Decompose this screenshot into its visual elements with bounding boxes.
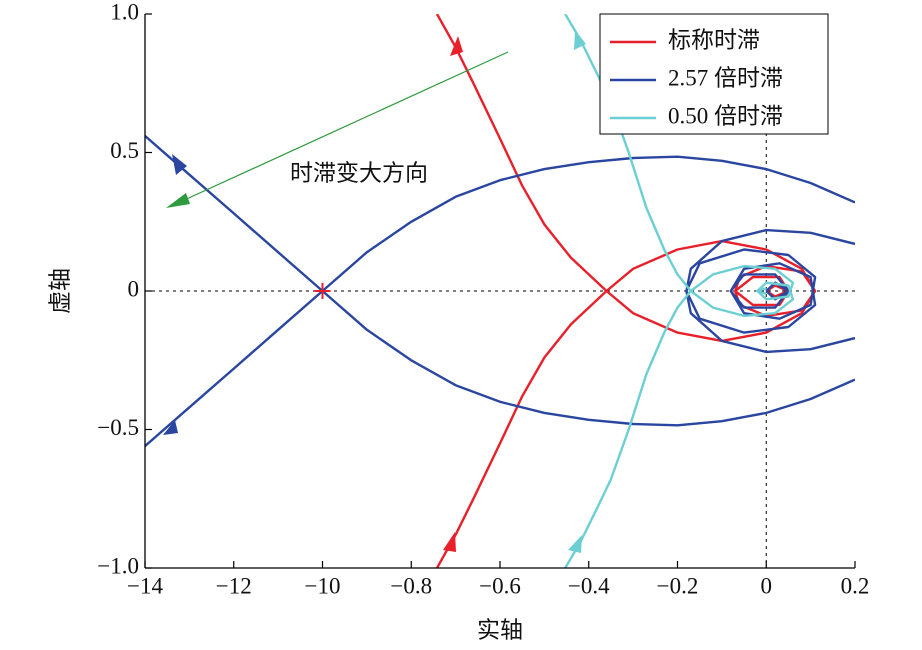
y-tick-label: −1.0	[97, 553, 139, 578]
x-tick-label: −0.8	[390, 573, 432, 598]
critical-point	[314, 283, 331, 299]
annotation: 时滞变大方向	[290, 160, 428, 185]
legend: 标称时滞 2.57 倍时滞 0.50 倍时滞	[599, 13, 829, 135]
x-tick-label: −0.2	[657, 573, 699, 598]
legend-box	[599, 13, 829, 135]
legend-label: 2.57 倍时滞	[668, 65, 783, 90]
series-line	[435, 14, 817, 568]
series-line	[145, 134, 855, 448]
x-tick-label: −0.4	[568, 573, 610, 598]
x-tick-label: 0	[761, 573, 773, 598]
x-tick-label: 0.2	[841, 573, 870, 598]
direction-arrow	[166, 51, 509, 208]
y-tick-label: 1.0	[110, 0, 139, 24]
x-tick-label: −0.6	[479, 573, 521, 598]
x-tick-label: −14	[127, 573, 163, 598]
y-tick-label: 0	[128, 276, 140, 301]
y-tick-label: −0.5	[97, 415, 139, 440]
y-axis-label: 虚轴	[47, 268, 72, 314]
plot-area	[145, 14, 855, 568]
legend-label: 标称时滞	[668, 27, 760, 52]
x-tick-label: −12	[216, 573, 252, 598]
y-tick-label: 0.5	[110, 138, 139, 163]
x-axis-label: 实轴	[477, 617, 523, 642]
legend-label: 0.50 倍时滞	[668, 103, 783, 128]
x-tick-label: −10	[305, 573, 341, 598]
curve-arrows	[163, 30, 586, 553]
